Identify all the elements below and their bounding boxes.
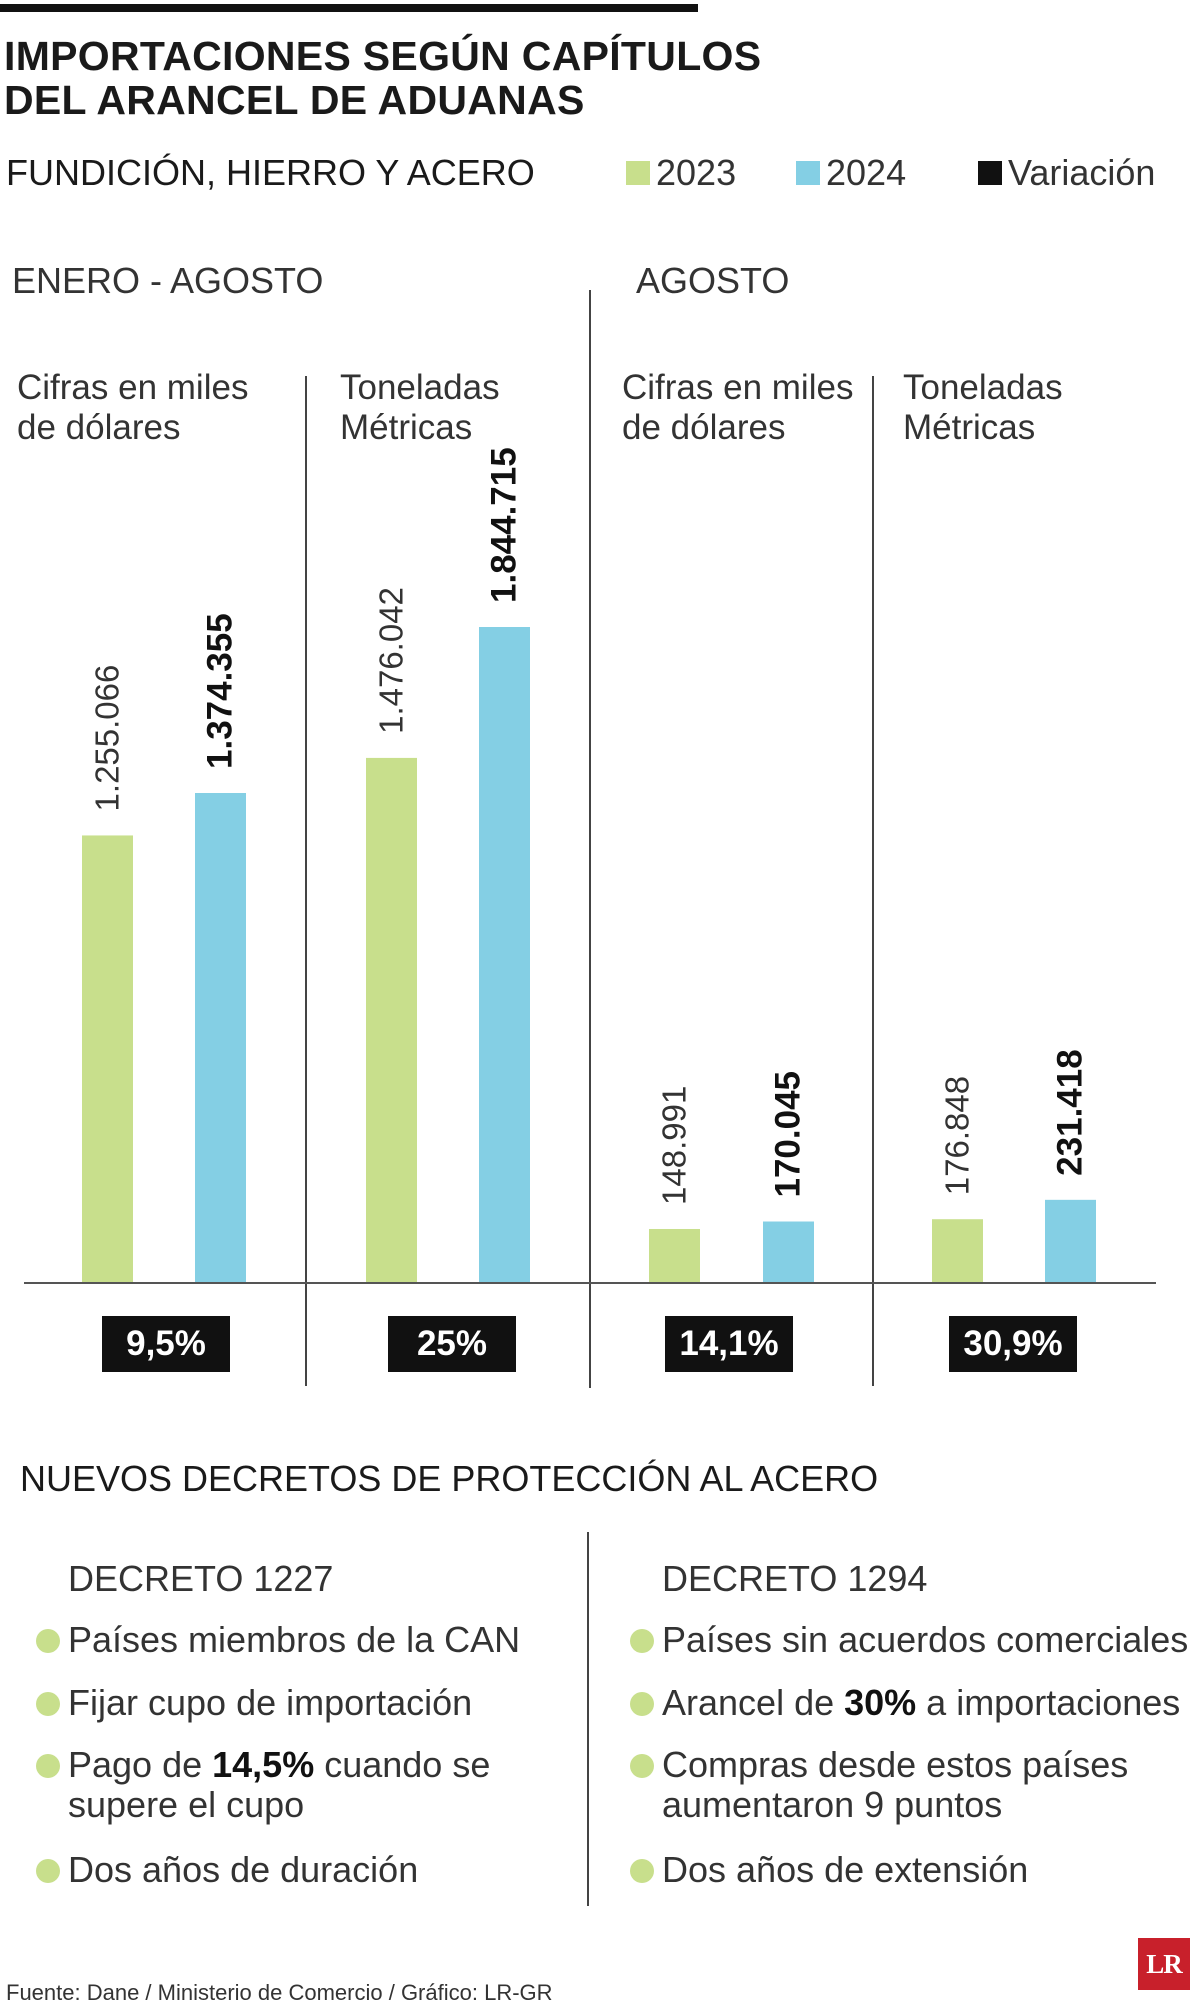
section-divider <box>589 290 591 1388</box>
bullet-dot <box>630 1754 654 1778</box>
data-label-2023-group-4: 176.848 <box>939 1076 976 1195</box>
bar-chart: 1.255.066 1.374.355 1.476.042 1.844.715 148.… <box>82 447 1096 1282</box>
variation-badge-3: 14,1% <box>665 1316 793 1372</box>
bullet-text-line-2: aumentaron 9 puntos <box>662 1784 1003 1825</box>
data-label-2023-group-2: 1.476.042 <box>373 587 410 734</box>
bullet-dot <box>36 1859 60 1883</box>
unit-tons-line-2: Métricas <box>903 408 1036 447</box>
legend-swatch-variacion <box>978 161 1002 185</box>
decree-1294-bullet-4: Dos años de extensión <box>630 1849 1029 1890</box>
unit-label-tons-1: Toneladas Métricas <box>340 368 500 448</box>
legend-label-2023: 2023 <box>656 152 737 193</box>
bullet-dot <box>36 1692 60 1716</box>
decree-1294-bullet-1: Países sin acuerdos comerciales <box>630 1619 1189 1660</box>
unit-usd-line-2: de dólares <box>622 408 786 447</box>
legend-swatch-2024 <box>796 161 820 185</box>
data-label-2024-group-1: 1.374.355 <box>201 613 240 769</box>
top-rule <box>0 4 698 12</box>
bullet-text: Dos años de extensión <box>662 1849 1029 1890</box>
decree-1294-title: DECRETO 1294 <box>662 1558 928 1599</box>
lr-logo: LR <box>1138 1938 1190 1990</box>
data-label-2023-group-3: 148.991 <box>656 1086 693 1205</box>
bullet-text-post: a importaciones <box>916 1682 1181 1723</box>
bullet-text-pre: Pago de <box>68 1744 213 1785</box>
variation-badge-2: 25% <box>388 1316 516 1372</box>
unit-tons-line-1: Toneladas <box>340 368 500 407</box>
chart-baseline <box>24 1282 1156 1284</box>
bullet-dot <box>630 1859 654 1883</box>
unit-usd-line-1: Cifras en miles <box>17 368 249 407</box>
unit-label-usd-1: Cifras en miles de dólares <box>17 368 248 448</box>
decree-1294-bullet-3: Compras desde estos países aumentaron 9 … <box>630 1744 1129 1825</box>
bar-2024-group-1 <box>195 793 246 1282</box>
bullet-text-line-1: Compras desde estos países <box>662 1744 1129 1785</box>
decree-1227-bullet-2: Fijar cupo de importación <box>36 1682 473 1723</box>
bullet-text: Países miembros de la CAN <box>68 1619 521 1660</box>
bullet-text: Dos años de duración <box>68 1849 419 1890</box>
bullet-text: Fijar cupo de importación <box>68 1682 473 1723</box>
title-line-2: DEL ARANCEL DE ADUANAS <box>4 77 585 123</box>
bullet-text: Países sin acuerdos comerciales <box>662 1619 1189 1660</box>
legend-label-2024: 2024 <box>826 152 907 193</box>
bullet-dot <box>36 1754 60 1778</box>
chart-title: IMPORTACIONES SEGÚN CAPÍTULOS DEL ARANCE… <box>4 34 761 122</box>
bar-2024-group-3 <box>763 1221 814 1282</box>
title-line-1: IMPORTACIONES SEGÚN CAPÍTULOS <box>4 33 762 79</box>
bullet-text-line-1: Pago de 14,5% cuando se <box>68 1745 490 1785</box>
section-label-agosto: AGOSTO <box>636 260 790 301</box>
decree-1294-bullet-2: Arancel de 30% a importaciones <box>630 1682 1181 1723</box>
bar-2023-group-3 <box>649 1228 700 1282</box>
bullet-dot <box>630 1692 654 1716</box>
bullet-dot <box>36 1629 60 1653</box>
group-divider-right <box>872 376 874 1386</box>
bullet-text-line-2: supere el cupo <box>68 1784 305 1825</box>
data-label-2024-group-4: 231.418 <box>1051 1049 1090 1176</box>
unit-tons-line-2: Métricas <box>340 408 473 447</box>
bar-2024-group-4 <box>1045 1199 1096 1282</box>
source-footer: Fuente: Dane / Ministerio de Comercio / … <box>6 1980 553 2005</box>
decrees-title: NUEVOS DECRETOS DE PROTECCIÓN AL ACERO <box>20 1458 879 1499</box>
unit-label-tons-2: Toneladas Métricas <box>903 368 1063 448</box>
bullet-text-pre: Arancel de <box>662 1682 845 1723</box>
bullet-text-post: cuando se <box>314 1744 491 1785</box>
bar-2023-group-2 <box>366 757 417 1282</box>
decree-1227-title: DECRETO 1227 <box>68 1558 334 1599</box>
bullet-text-bold: 14,5% <box>212 1744 315 1785</box>
bar-2024-group-2 <box>479 627 530 1282</box>
chart-subtitle: FUNDICIÓN, HIERRO Y ACERO <box>6 152 535 193</box>
unit-usd-line-2: de dólares <box>17 408 181 447</box>
variation-badge-4: 30,9% <box>949 1316 1077 1372</box>
legend-item-2023: 2023 <box>626 152 736 194</box>
unit-usd-line-1: Cifras en miles <box>622 368 854 407</box>
bar-2023-group-1 <box>82 835 133 1282</box>
section-label-enero-agosto: ENERO - AGOSTO <box>12 260 324 301</box>
decrees-divider <box>587 1532 589 1906</box>
data-label-2024-group-2: 1.844.715 <box>485 447 524 603</box>
legend-item-variacion: Variación <box>978 152 1155 194</box>
decree-1227-bullet-4: Dos años de duración <box>36 1849 419 1890</box>
unit-tons-line-1: Toneladas <box>903 368 1063 407</box>
unit-label-usd-2: Cifras en miles de dólares <box>622 368 853 448</box>
data-label-2024-group-3: 170.045 <box>769 1071 808 1198</box>
decree-1227-bullet-3: Pago de 14,5% cuando se supere el cupo <box>36 1745 490 1825</box>
data-label-2023-group-1: 1.255.066 <box>89 665 126 812</box>
legend-label-variacion: Variación <box>1008 152 1156 193</box>
bar-2023-group-4 <box>932 1219 983 1282</box>
group-divider-left <box>305 376 307 1386</box>
legend-item-2024: 2024 <box>796 152 906 194</box>
variation-badge-1: 9,5% <box>102 1316 230 1372</box>
bullet-dot <box>630 1629 654 1653</box>
decree-1227-bullet-1: Países miembros de la CAN <box>36 1619 521 1660</box>
legend-swatch-2023 <box>626 161 650 185</box>
bullet-text-bold: 30% <box>844 1682 917 1723</box>
